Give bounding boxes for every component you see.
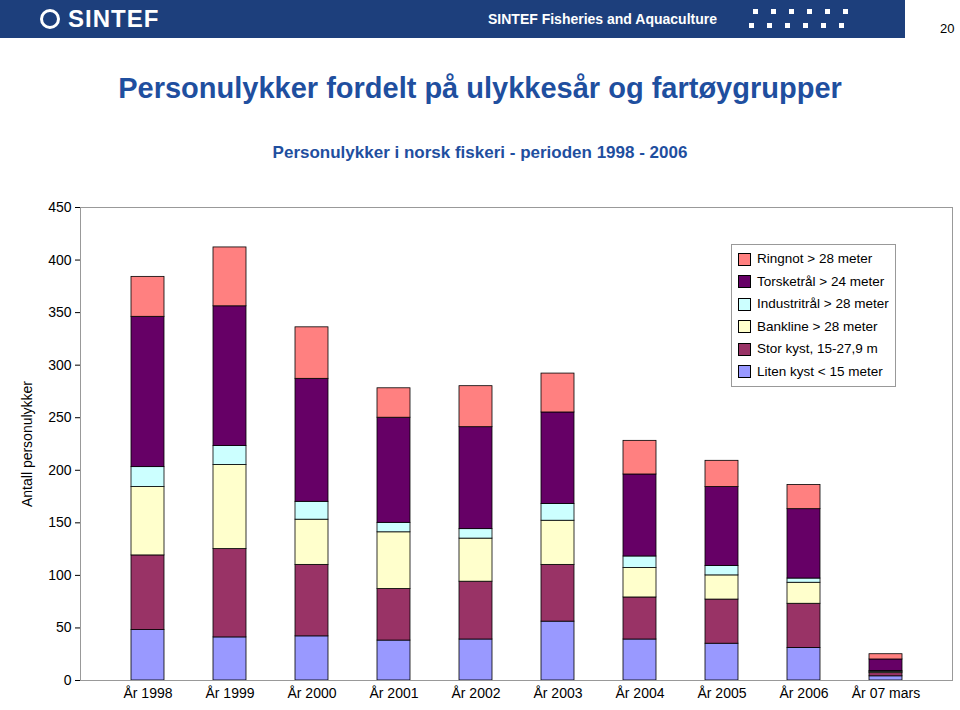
svg-text:450: 450 [48,199,72,215]
svg-text:År 1999: År 1999 [205,685,254,701]
html-text:Industritrål > 28 meter: Industritrål > 28 meter [757,296,889,311]
html-text:20: 20 [940,21,955,36]
html-text:Liten kyst < 15 meter: Liten kyst < 15 meter [757,363,883,379]
svg-text:0: 0 [64,672,72,688]
svg-text:År 07 mars: År 07 mars [852,685,920,701]
html-text:Stor kyst, 15-27,9 m: Stor kyst, 15-27,9 m [757,341,878,356]
svg-text:År 2006: År 2006 [779,685,828,701]
html-text:SINTEF: SINTEF [68,5,160,32]
svg-text:År 2004: År 2004 [615,685,664,701]
svg-text:År 2002: År 2002 [451,685,500,701]
svg-text:150: 150 [48,514,72,530]
svg-text:Antall personulykker: Antall personulykker [19,381,35,507]
svg-text:År 2001: År 2001 [369,685,418,701]
svg-text:400: 400 [48,252,72,268]
html-text:Personulykker fordelt på ulykk: Personulykker fordelt på ulykkesår og fa… [118,72,842,104]
svg-text:100: 100 [48,567,72,583]
html-text:Personulykker i norsk fiskeri: Personulykker i norsk fiskeri - perioden… [272,143,688,162]
svg-text:År 2005: År 2005 [697,685,746,701]
svg-text:År 2000: År 2000 [287,685,336,701]
svg-text:350: 350 [48,304,72,320]
svg-text:250: 250 [48,409,72,425]
html-text:Ringnot > 28 meter: Ringnot > 28 meter [757,251,873,266]
html-text:SINTEF Fisheries and Aquacultu: SINTEF Fisheries and Aquaculture [488,11,717,27]
svg-text:200: 200 [48,462,72,478]
svg-text:År 2003: År 2003 [533,685,582,701]
svg-text:År 1998: År 1998 [123,685,172,701]
svg-text:300: 300 [48,357,72,373]
svg-text:50: 50 [56,619,72,635]
html-text:Bankline > 28 meter: Bankline > 28 meter [757,318,878,334]
html-text:Torsketrål > 24 meter: Torsketrål > 24 meter [757,273,885,289]
